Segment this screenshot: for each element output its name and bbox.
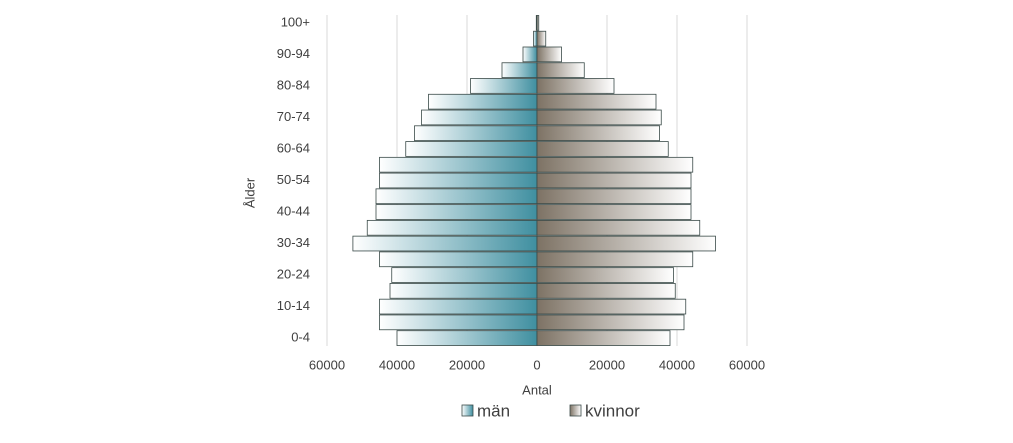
y-tick-label: 10-14 [277,298,310,313]
bar [536,235,716,252]
y-tick-label: 20-24 [277,267,310,282]
bar [470,78,538,94]
bar [533,30,538,47]
y-tick-label: 70-74 [277,109,310,124]
legend-marker [461,404,474,417]
bar [389,283,538,299]
bar [375,204,538,220]
bar [366,219,538,236]
bar [536,283,676,299]
bar [536,30,547,47]
bar [536,267,674,283]
bar [379,314,538,331]
bar [536,330,671,346]
bar [352,235,538,252]
x-tick-label: 60000 [729,357,765,372]
y-tick-label: 60-64 [277,140,310,155]
bar [522,46,538,63]
bar [375,188,538,205]
bar [396,330,538,346]
bar [428,93,538,110]
y-tick-label: 100+ [281,14,310,29]
bar [536,298,687,315]
y-tick-label: 90-94 [277,46,310,61]
bar [536,93,657,110]
x-tick-label: 40000 [379,357,415,372]
bar [536,204,692,220]
bar [379,251,538,268]
bar [536,125,660,142]
bar [379,156,538,173]
bar [536,219,701,236]
bar [379,298,538,315]
x-tick-label: 20000 [449,357,485,372]
bar [536,78,615,94]
bar [536,188,692,205]
bar [536,109,662,126]
bar [414,125,538,142]
bar [536,156,694,173]
bar [536,15,540,31]
legend-marker [569,404,582,417]
legend-label: kvinnor [585,401,640,420]
bar [405,141,538,157]
bar [536,141,669,157]
bar [536,62,585,78]
y-tick-label: 40-44 [277,203,310,218]
bar [536,251,694,268]
y-tick-label: 80-84 [277,77,310,92]
x-axis-label: Antal [522,382,552,397]
bar [391,267,538,283]
bar [536,172,692,189]
y-tick-label: 0-4 [291,330,310,345]
x-tick-label: 0 [533,357,540,372]
legend-label: män [477,401,510,420]
bar [379,172,538,189]
y-tick-label: 50-54 [277,172,310,187]
bar [536,46,562,63]
y-axis-label: Ålder [242,177,257,208]
x-tick-label: 60000 [309,357,345,372]
bar [536,314,685,331]
x-tick-label: 40000 [659,357,695,372]
bar [421,109,538,126]
x-tick-label: 20000 [589,357,625,372]
bar [501,62,538,78]
y-tick-label: 30-34 [277,235,310,250]
